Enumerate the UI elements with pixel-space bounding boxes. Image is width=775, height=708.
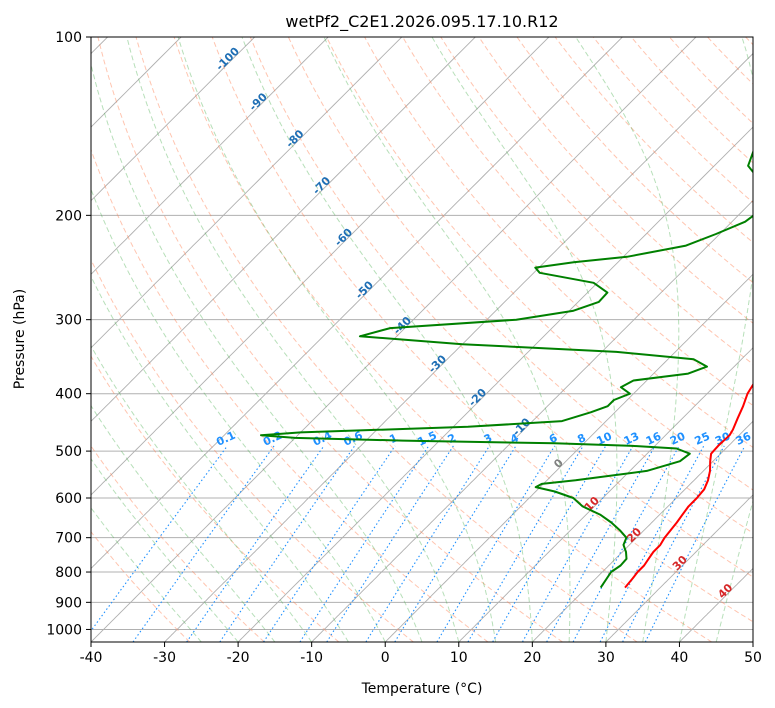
y-tick-label: 800 xyxy=(55,565,82,581)
dry-adiabat xyxy=(91,355,340,642)
isotherm-line xyxy=(91,37,697,642)
x-axis-label: Temperature (°C) xyxy=(361,681,483,697)
moist-adiabat xyxy=(177,37,497,642)
dry-adiabat xyxy=(516,37,753,284)
moist-adiabat xyxy=(91,62,423,642)
isotherm-line xyxy=(531,420,753,642)
moist-adiabat xyxy=(323,37,571,642)
dry-adiabat xyxy=(211,37,753,623)
y-tick-label: 600 xyxy=(55,491,82,507)
dewpoint-profile xyxy=(260,149,753,589)
y-tick-label: 900 xyxy=(55,595,82,611)
isotherm-line xyxy=(458,347,753,642)
y-tick-label: 500 xyxy=(55,444,82,460)
y-axis-label: Pressure (hPa) xyxy=(12,289,28,389)
dry-adiabat xyxy=(326,37,753,491)
y-tick-label: 100 xyxy=(55,30,82,46)
mixing-ratio-line xyxy=(467,445,584,642)
mixing-ratio-label: 13 xyxy=(622,430,641,448)
mixing-ratio-line xyxy=(299,445,430,642)
mixing-ratio-line xyxy=(522,445,634,642)
mixing-ratio-label: 10 xyxy=(595,429,615,447)
mixing-ratio-line xyxy=(644,445,746,642)
moist-adiabat xyxy=(126,37,460,642)
dry-adiabat xyxy=(91,445,265,642)
mixing-ratio-line xyxy=(436,445,556,642)
isotherm-line xyxy=(605,494,753,642)
isotherm-line xyxy=(384,273,753,642)
dry-adiabat xyxy=(91,531,191,642)
mixing-ratio-line xyxy=(326,445,454,642)
chart-title: wetPf2_C2E1.2026.095.17.10.R12 xyxy=(285,12,558,32)
dry-adiabat xyxy=(478,37,753,324)
moist-adiabat xyxy=(678,37,753,642)
y-tick-label: 300 xyxy=(55,313,82,329)
mixing-ratio-line xyxy=(394,445,517,642)
y-tick-label: 400 xyxy=(55,387,82,403)
mixing-ratio-line xyxy=(546,445,656,642)
isotherm-line xyxy=(679,567,753,642)
mixing-ratio-label: 16 xyxy=(644,429,664,447)
x-tick-label: 20 xyxy=(523,650,541,666)
isotherm-line xyxy=(91,37,623,570)
isotherm-line xyxy=(237,126,753,642)
x-tick-label: -40 xyxy=(80,650,103,666)
moist-adiabat xyxy=(241,37,533,642)
x-tick-label: -20 xyxy=(227,650,250,666)
moist-adiabat xyxy=(91,404,276,642)
y-tick-label: 700 xyxy=(55,531,82,547)
isotherm-line xyxy=(91,37,476,422)
x-tick-label: 50 xyxy=(744,650,762,666)
mixing-ratio-line xyxy=(622,445,725,642)
dry-adiabat xyxy=(97,37,563,642)
x-tick-label: -30 xyxy=(153,650,176,666)
mixing-ratio-label: 25 xyxy=(693,430,712,448)
x-tick-label: -10 xyxy=(300,650,323,666)
dry-adiabat xyxy=(91,148,489,642)
dry-adiabat xyxy=(249,37,753,578)
axes: -40 -30 -20 -10 0 10 20 30 40 50 100 200 300 400 500 60… xyxy=(46,30,762,666)
isotherm-line xyxy=(91,37,550,496)
mixing-ratio-line xyxy=(132,445,275,642)
mixing-ratio-label: 36 xyxy=(734,429,754,447)
moist-adiabat xyxy=(431,37,618,642)
moist-adiabat xyxy=(91,188,386,642)
moist-adiabat xyxy=(575,37,680,642)
x-tick-label: 30 xyxy=(597,650,615,666)
mixing-ratio-line xyxy=(186,445,325,642)
x-tick-label: 0 xyxy=(381,650,390,666)
mixing-ratio-line xyxy=(219,445,356,642)
dry-adiabat xyxy=(173,37,713,642)
moist-adiabat xyxy=(91,345,313,642)
dry-adiabat xyxy=(91,258,414,642)
moist-adiabat xyxy=(91,457,239,642)
isotherm-line xyxy=(91,37,403,349)
mixing-ratio-line xyxy=(263,445,396,642)
y-tick-label: 1000 xyxy=(46,622,82,638)
mixing-ratio-label: 30 xyxy=(713,429,733,447)
y-tick-label: 200 xyxy=(55,208,82,224)
x-tick-label: 10 xyxy=(450,650,468,666)
mixing-ratio-line xyxy=(365,445,490,642)
x-tick-label: 40 xyxy=(671,650,689,666)
isotherm-line xyxy=(164,52,753,642)
plot-frame xyxy=(90,36,754,643)
moist-adiabat xyxy=(715,498,753,642)
isotherm-line xyxy=(311,199,753,642)
temperature-profile xyxy=(624,382,753,589)
moist-adiabat xyxy=(91,275,349,642)
mixing-ratio-label: 20 xyxy=(668,429,688,447)
dry-adiabat xyxy=(402,37,753,407)
dry-adiabat xyxy=(135,37,638,642)
